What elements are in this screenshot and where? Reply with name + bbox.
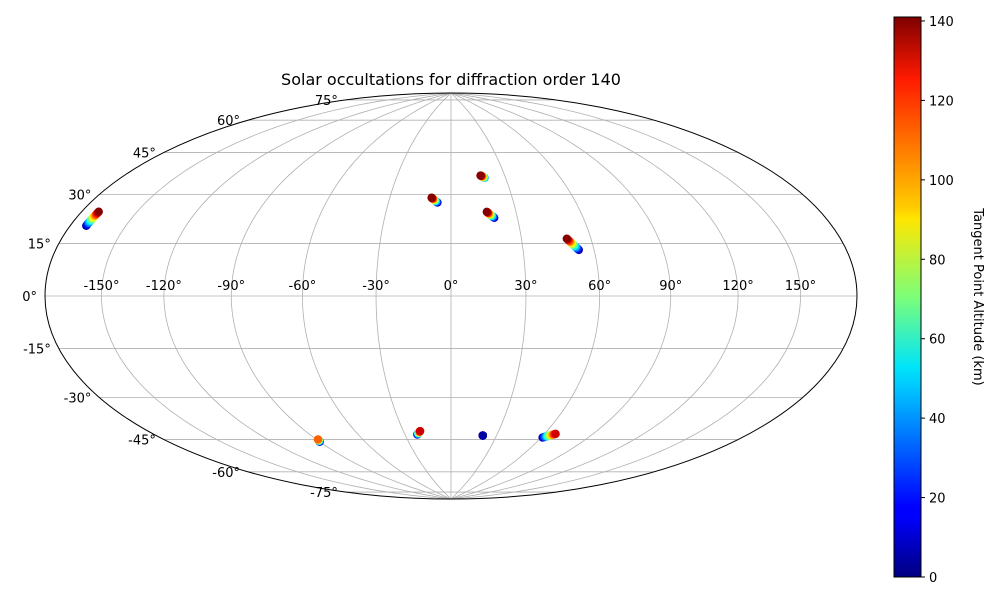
colorbar-tick-label: 0: [929, 571, 937, 586]
longitude-tick-label: -150°: [83, 279, 119, 294]
longitude-tick-label: -90°: [217, 279, 245, 294]
data-point: [313, 435, 323, 444]
longitude-tick-label: 60°: [588, 279, 611, 294]
latitude-tick-label: 15°: [28, 237, 51, 252]
latitude-tick-label: 45°: [133, 146, 156, 161]
longitude-tick-labels: -150° -120° -90° -60° -30° 0° 30° 60° 90° 120° 150…: [83, 279, 816, 294]
colorbar-tick-label: 100: [929, 174, 954, 189]
data-point: [482, 207, 491, 217]
latitude-tick-label: 60°: [217, 114, 240, 129]
data-point: [94, 207, 103, 216]
latitude-tick-label: 30°: [68, 189, 91, 204]
data-point: [427, 193, 436, 202]
data-point: [415, 426, 425, 436]
data-point: [551, 429, 560, 439]
data-point: [562, 234, 572, 243]
chart-title: Solar occultations for diffraction order…: [281, 70, 621, 89]
latitude-tick-label: 75°: [315, 94, 338, 109]
data-points: [82, 171, 584, 446]
colorbar-tick-label: 20: [929, 492, 946, 507]
latitude-tick-label: 0°: [22, 290, 37, 305]
colorbar-tick-label: 40: [929, 412, 946, 427]
latitude-tick-labels: -75° -60° -45° -30° -15° 0° 15° 30° 45° 60° 75°: [22, 94, 338, 501]
latitude-tick-label: -75°: [310, 486, 338, 501]
map-frame: [44, 92, 858, 500]
graticule: [45, 93, 857, 499]
data-point: [476, 171, 485, 180]
latitude-tick-label: -45°: [128, 434, 156, 449]
longitude-tick-label: 0°: [444, 279, 459, 294]
colorbar-ticks: 0 20 40 60 80 100 120 140: [921, 15, 954, 586]
latitude-tick-label: -15°: [23, 343, 51, 358]
colorbar-tick-label: 140: [929, 15, 954, 30]
data-point: [478, 431, 487, 440]
latitude-tick-label: -60°: [212, 466, 240, 481]
colorbar-tick-label: 120: [929, 94, 954, 109]
colorbar-tick-label: 80: [929, 253, 946, 268]
longitude-tick-label: -30°: [362, 279, 390, 294]
colorbar-tick-label: 60: [929, 333, 946, 348]
latitude-tick-label: -30°: [64, 392, 92, 407]
longitude-tick-label: -120°: [146, 279, 182, 294]
colorbar-label: Tangent Point Altitude (km): [970, 207, 985, 385]
longitude-tick-label: 90°: [659, 279, 682, 294]
longitude-tick-label: 150°: [785, 279, 816, 294]
longitude-tick-label: -60°: [289, 279, 317, 294]
longitude-tick-label: 120°: [722, 279, 753, 294]
colorbar: 0 20 40 60 80 100 120 140 Tangent Point Altitud…: [893, 15, 985, 586]
longitude-tick-label: 30°: [514, 279, 537, 294]
colorbar-gradient: [893, 16, 922, 578]
